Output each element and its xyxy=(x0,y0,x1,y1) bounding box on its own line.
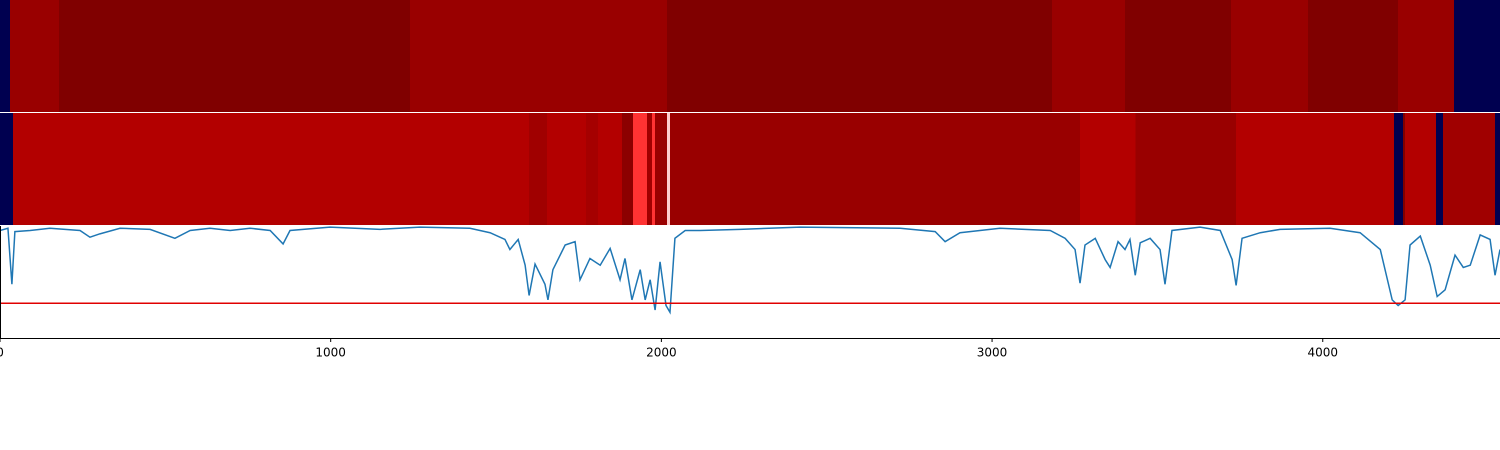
segment xyxy=(655,113,667,225)
segment xyxy=(0,0,10,112)
segment xyxy=(669,113,1081,225)
segment xyxy=(1454,0,1500,112)
segment xyxy=(1231,0,1309,112)
segment xyxy=(1308,0,1399,112)
segment xyxy=(1398,0,1455,112)
segment xyxy=(1394,113,1404,225)
segment xyxy=(1405,113,1437,225)
x-tick-label: 2000 xyxy=(646,346,677,360)
segment xyxy=(1125,0,1232,112)
x-tick-label: 3000 xyxy=(977,346,1008,360)
segment xyxy=(546,113,586,225)
segment xyxy=(0,113,13,225)
segment xyxy=(652,113,656,225)
segment xyxy=(666,0,1052,112)
segment xyxy=(666,113,670,225)
segment xyxy=(1436,113,1444,225)
x-tick-label: 0 xyxy=(0,346,4,360)
segment xyxy=(585,113,598,225)
segment xyxy=(1443,113,1496,225)
segment xyxy=(12,113,530,225)
segment xyxy=(529,113,547,225)
segment xyxy=(632,113,648,225)
data-line xyxy=(0,226,1500,315)
segment xyxy=(410,0,667,112)
segment xyxy=(1080,113,1136,225)
segment xyxy=(1403,113,1406,225)
segment xyxy=(1495,113,1500,225)
segment xyxy=(647,113,653,225)
segment xyxy=(1051,0,1125,112)
x-tick-label: 4000 xyxy=(1307,346,1338,360)
segment xyxy=(9,0,59,112)
segment xyxy=(1135,113,1237,225)
segment xyxy=(1236,113,1395,225)
segment xyxy=(597,113,623,225)
segment xyxy=(622,113,633,225)
x-tick-label: 1000 xyxy=(315,346,346,360)
segment xyxy=(58,0,411,112)
